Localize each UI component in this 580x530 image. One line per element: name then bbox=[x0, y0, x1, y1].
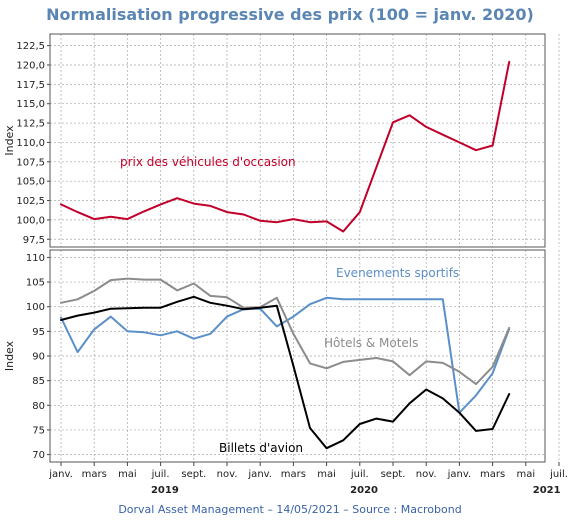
y-tick-label: 110 bbox=[26, 253, 45, 264]
y-tick-label: 80 bbox=[32, 401, 45, 412]
y-tick-label: 115,0 bbox=[16, 99, 45, 110]
x-tick-label: janv. bbox=[247, 469, 272, 480]
annotation-hotels: Hôtels & Motels bbox=[324, 336, 418, 350]
y-tick-label: 110,0 bbox=[16, 138, 45, 149]
x-tick-label: mars bbox=[281, 469, 306, 480]
x-tick-label: mai bbox=[516, 469, 535, 480]
y-tick-label: 105,0 bbox=[16, 177, 45, 188]
y-axis-label: Index bbox=[3, 125, 16, 156]
y-tick-label: 100,0 bbox=[16, 215, 45, 226]
x-tick-label: janv. bbox=[447, 469, 472, 480]
footer-source: Dorval Asset Management – 14/05/2021 – S… bbox=[118, 503, 462, 516]
chart-title: Normalisation progressive des prix (100 … bbox=[46, 5, 534, 24]
x-tick-label: nov. bbox=[416, 469, 437, 480]
x-year-label: 2021 bbox=[533, 485, 561, 496]
y-tick-label: 117,5 bbox=[16, 80, 45, 91]
y-tick-label: 90 bbox=[32, 352, 45, 363]
y-tick-label: 105 bbox=[26, 278, 45, 289]
y-tick-label: 95 bbox=[32, 327, 45, 338]
x-tick-label: juil. bbox=[151, 469, 170, 480]
plot-area bbox=[50, 34, 545, 247]
annotation-sports-events: Evenements sportifs bbox=[336, 266, 459, 280]
x-tick-label: mars bbox=[82, 469, 107, 480]
x-tick-label: juil. bbox=[350, 469, 369, 480]
series-line-evenements-sportifs bbox=[60, 296, 511, 414]
y-tick-label: 75 bbox=[32, 425, 45, 436]
y-tick-label: 100 bbox=[26, 302, 45, 313]
x-tick-label: mars bbox=[480, 469, 505, 480]
y-tick-label: 107,5 bbox=[16, 157, 45, 168]
x-tick-label: sept. bbox=[181, 469, 206, 480]
series-line-h-tels-motels bbox=[60, 277, 511, 386]
plot-frame bbox=[49, 33, 546, 248]
series-line-billets-d-avion bbox=[60, 295, 511, 450]
plot-frame bbox=[49, 249, 546, 463]
y-axis-label: Index bbox=[3, 340, 16, 371]
x-year-label: 2020 bbox=[350, 485, 378, 496]
y-tick-label: 120,0 bbox=[16, 60, 45, 71]
x-tick-label: janv. bbox=[48, 469, 73, 480]
x-tick-label: juil. bbox=[549, 469, 568, 480]
y-tick-label: 122,5 bbox=[16, 41, 45, 52]
series-line-prix-des-v-hicules-d-occasion bbox=[60, 60, 511, 233]
x-tick-label: mai bbox=[118, 469, 137, 480]
y-tick-label: 70 bbox=[32, 450, 45, 461]
x-tick-label: sept. bbox=[381, 469, 406, 480]
y-tick-label: 102,5 bbox=[16, 196, 45, 207]
x-tick-label: mai bbox=[317, 469, 336, 480]
y-tick-label: 112,5 bbox=[16, 119, 45, 130]
y-tick-label: 85 bbox=[32, 376, 45, 387]
x-tick-label: nov. bbox=[217, 469, 238, 480]
annotation-airfare: Billets d'avion bbox=[219, 441, 303, 455]
y-tick-label: 97,5 bbox=[23, 235, 45, 246]
annotation-used-cars: prix des véhicules d'occasion bbox=[120, 155, 296, 169]
x-year-label: 2019 bbox=[151, 485, 179, 496]
